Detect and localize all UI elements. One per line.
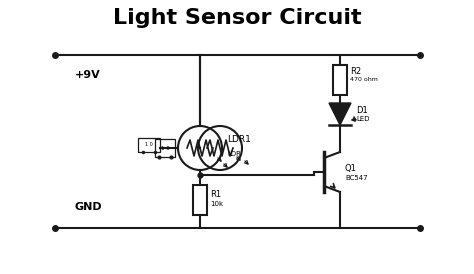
Bar xyxy=(333,65,347,95)
Bar xyxy=(138,138,160,152)
Text: 1 0: 1 0 xyxy=(161,145,169,150)
Bar xyxy=(155,139,175,157)
Text: R2: R2 xyxy=(350,67,361,76)
Text: BC547: BC547 xyxy=(345,175,368,181)
Text: 1 0: 1 0 xyxy=(145,142,153,147)
Text: LDR: LDR xyxy=(227,151,241,157)
Polygon shape xyxy=(329,103,351,125)
Text: 470 ohm: 470 ohm xyxy=(350,77,378,82)
Text: Light Sensor Circuit: Light Sensor Circuit xyxy=(113,8,361,28)
Text: GND: GND xyxy=(75,202,103,212)
Bar xyxy=(193,185,207,215)
Text: +9V: +9V xyxy=(75,70,101,80)
Text: Q1: Q1 xyxy=(345,164,357,173)
Text: LED: LED xyxy=(356,116,370,122)
Text: 10k: 10k xyxy=(210,201,223,207)
Text: R1: R1 xyxy=(210,190,221,199)
Text: LDR1: LDR1 xyxy=(227,136,251,144)
Text: D1: D1 xyxy=(356,106,368,115)
